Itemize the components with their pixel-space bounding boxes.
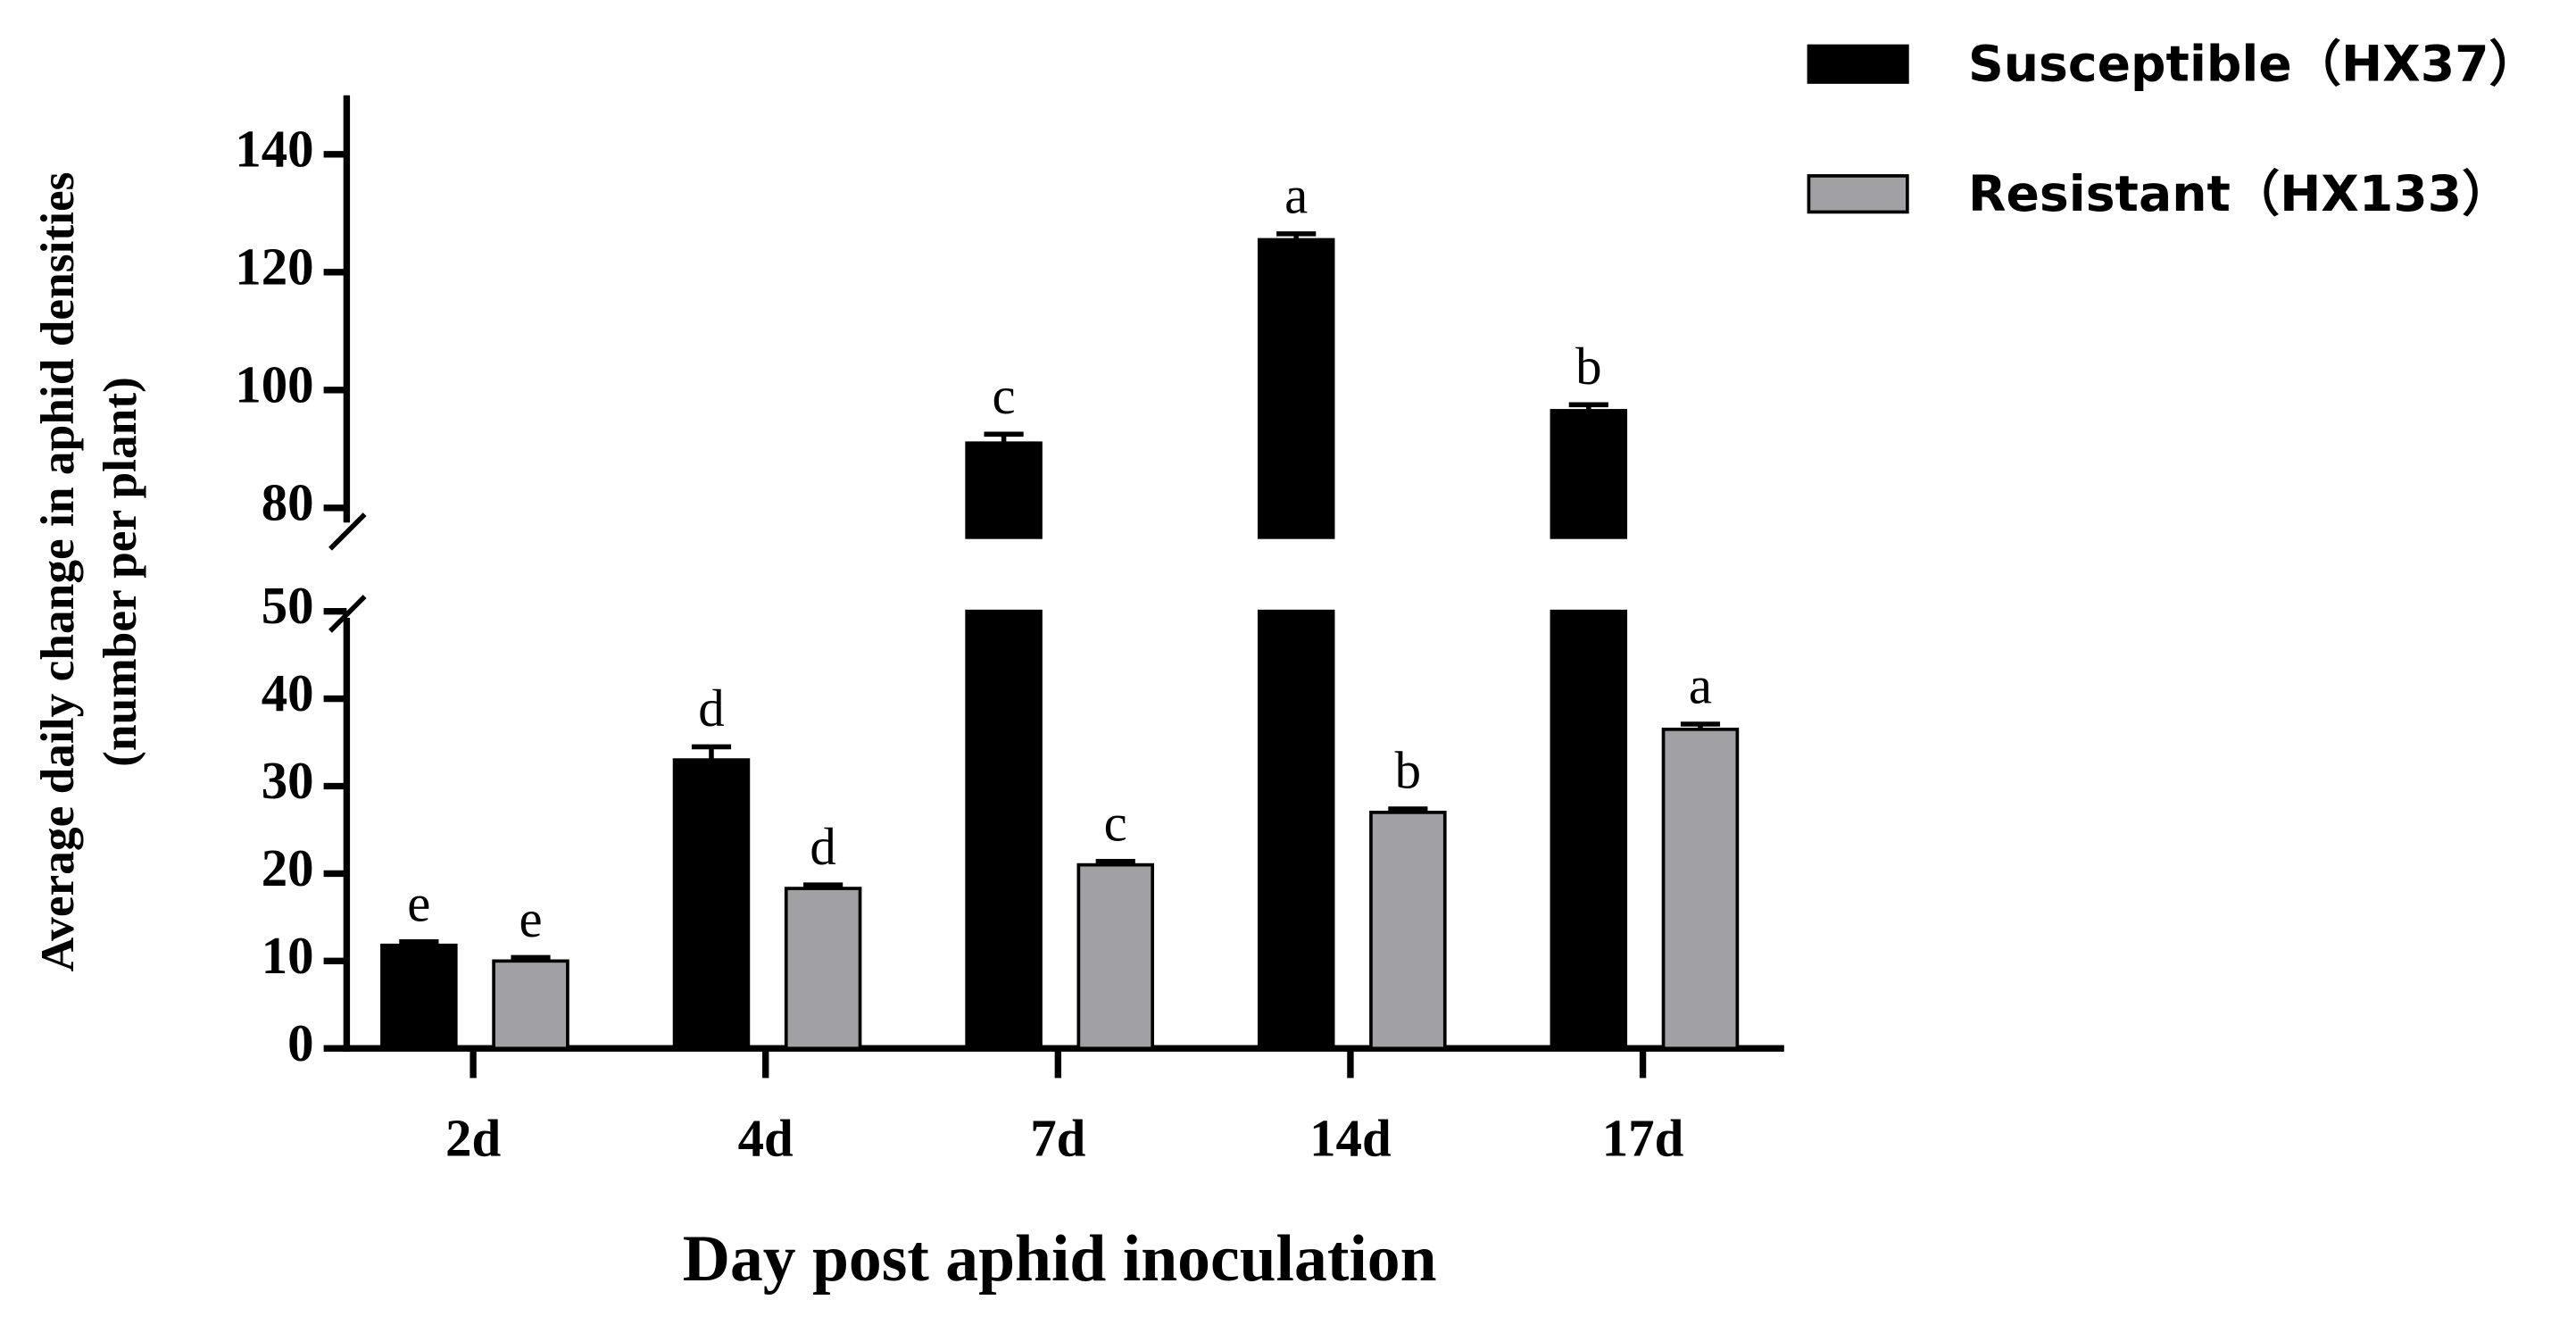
bar [380, 943, 458, 1051]
significance-letter: d [698, 679, 724, 738]
significance-letter: c [993, 367, 1016, 425]
y-tick-label: 140 [235, 120, 313, 178]
error-bar [1388, 806, 1428, 812]
error-bar [984, 431, 1024, 444]
legend-swatch [1807, 44, 1909, 84]
bar [672, 758, 751, 1051]
x-tick-label: 17d [1602, 1110, 1684, 1168]
significance-letter: c [1104, 794, 1127, 852]
bar [965, 441, 1043, 539]
x-tick-label: 7d [1030, 1110, 1085, 1168]
x-axis-label: Day post aphid inoculation [683, 1221, 1437, 1295]
significance-letter: a [1284, 167, 1308, 225]
significance-letter: e [519, 890, 542, 948]
bar [1257, 609, 1335, 1051]
legend-label: Resistant（HX133） [1968, 166, 2511, 223]
x-tick-label: 2d [445, 1110, 501, 1168]
bar [1550, 609, 1628, 1051]
bar [1369, 811, 1447, 1051]
significance-letter: d [810, 818, 835, 876]
y-axis-label: (number per plant) [93, 377, 146, 767]
significance-letter: e [407, 874, 430, 932]
bar [492, 959, 569, 1051]
bar [965, 609, 1043, 1051]
error-bar [803, 882, 843, 889]
significance-letter: a [1689, 657, 1712, 715]
significance-letter: b [1575, 338, 1601, 396]
error-bar [1568, 402, 1608, 411]
error-bar [399, 939, 439, 946]
error-bar [1095, 858, 1135, 865]
y-tick-label: 50 [262, 577, 314, 635]
y-axis-label: Average daily change in aphid densities [30, 172, 84, 972]
bar [1550, 409, 1628, 539]
error-bar [1276, 231, 1317, 240]
y-tick-label: 10 [262, 927, 314, 985]
legend-label: Susceptible（HX37） [1968, 37, 2539, 94]
error-bar [511, 954, 551, 962]
error-bar [691, 744, 732, 761]
y-tick-label: 100 [235, 355, 313, 413]
y-tick-label: 80 [262, 473, 314, 531]
y-tick-label: 20 [262, 839, 314, 897]
bar [1076, 862, 1154, 1051]
y-tick-label: 30 [262, 752, 314, 810]
bar [1257, 238, 1335, 539]
bar [1661, 728, 1740, 1051]
x-tick-label: 14d [1309, 1110, 1392, 1168]
axis-break [328, 595, 367, 633]
y-tick-label: 120 [235, 238, 313, 296]
x-tick-label: 4d [738, 1110, 794, 1168]
y-tick-label: 0 [287, 1014, 313, 1072]
error-bar [1680, 721, 1721, 729]
y-tick-label: 40 [262, 664, 314, 722]
axis-break [328, 512, 367, 551]
bar [784, 887, 862, 1051]
significance-letter: b [1395, 742, 1421, 800]
legend-swatch [1807, 174, 1909, 214]
